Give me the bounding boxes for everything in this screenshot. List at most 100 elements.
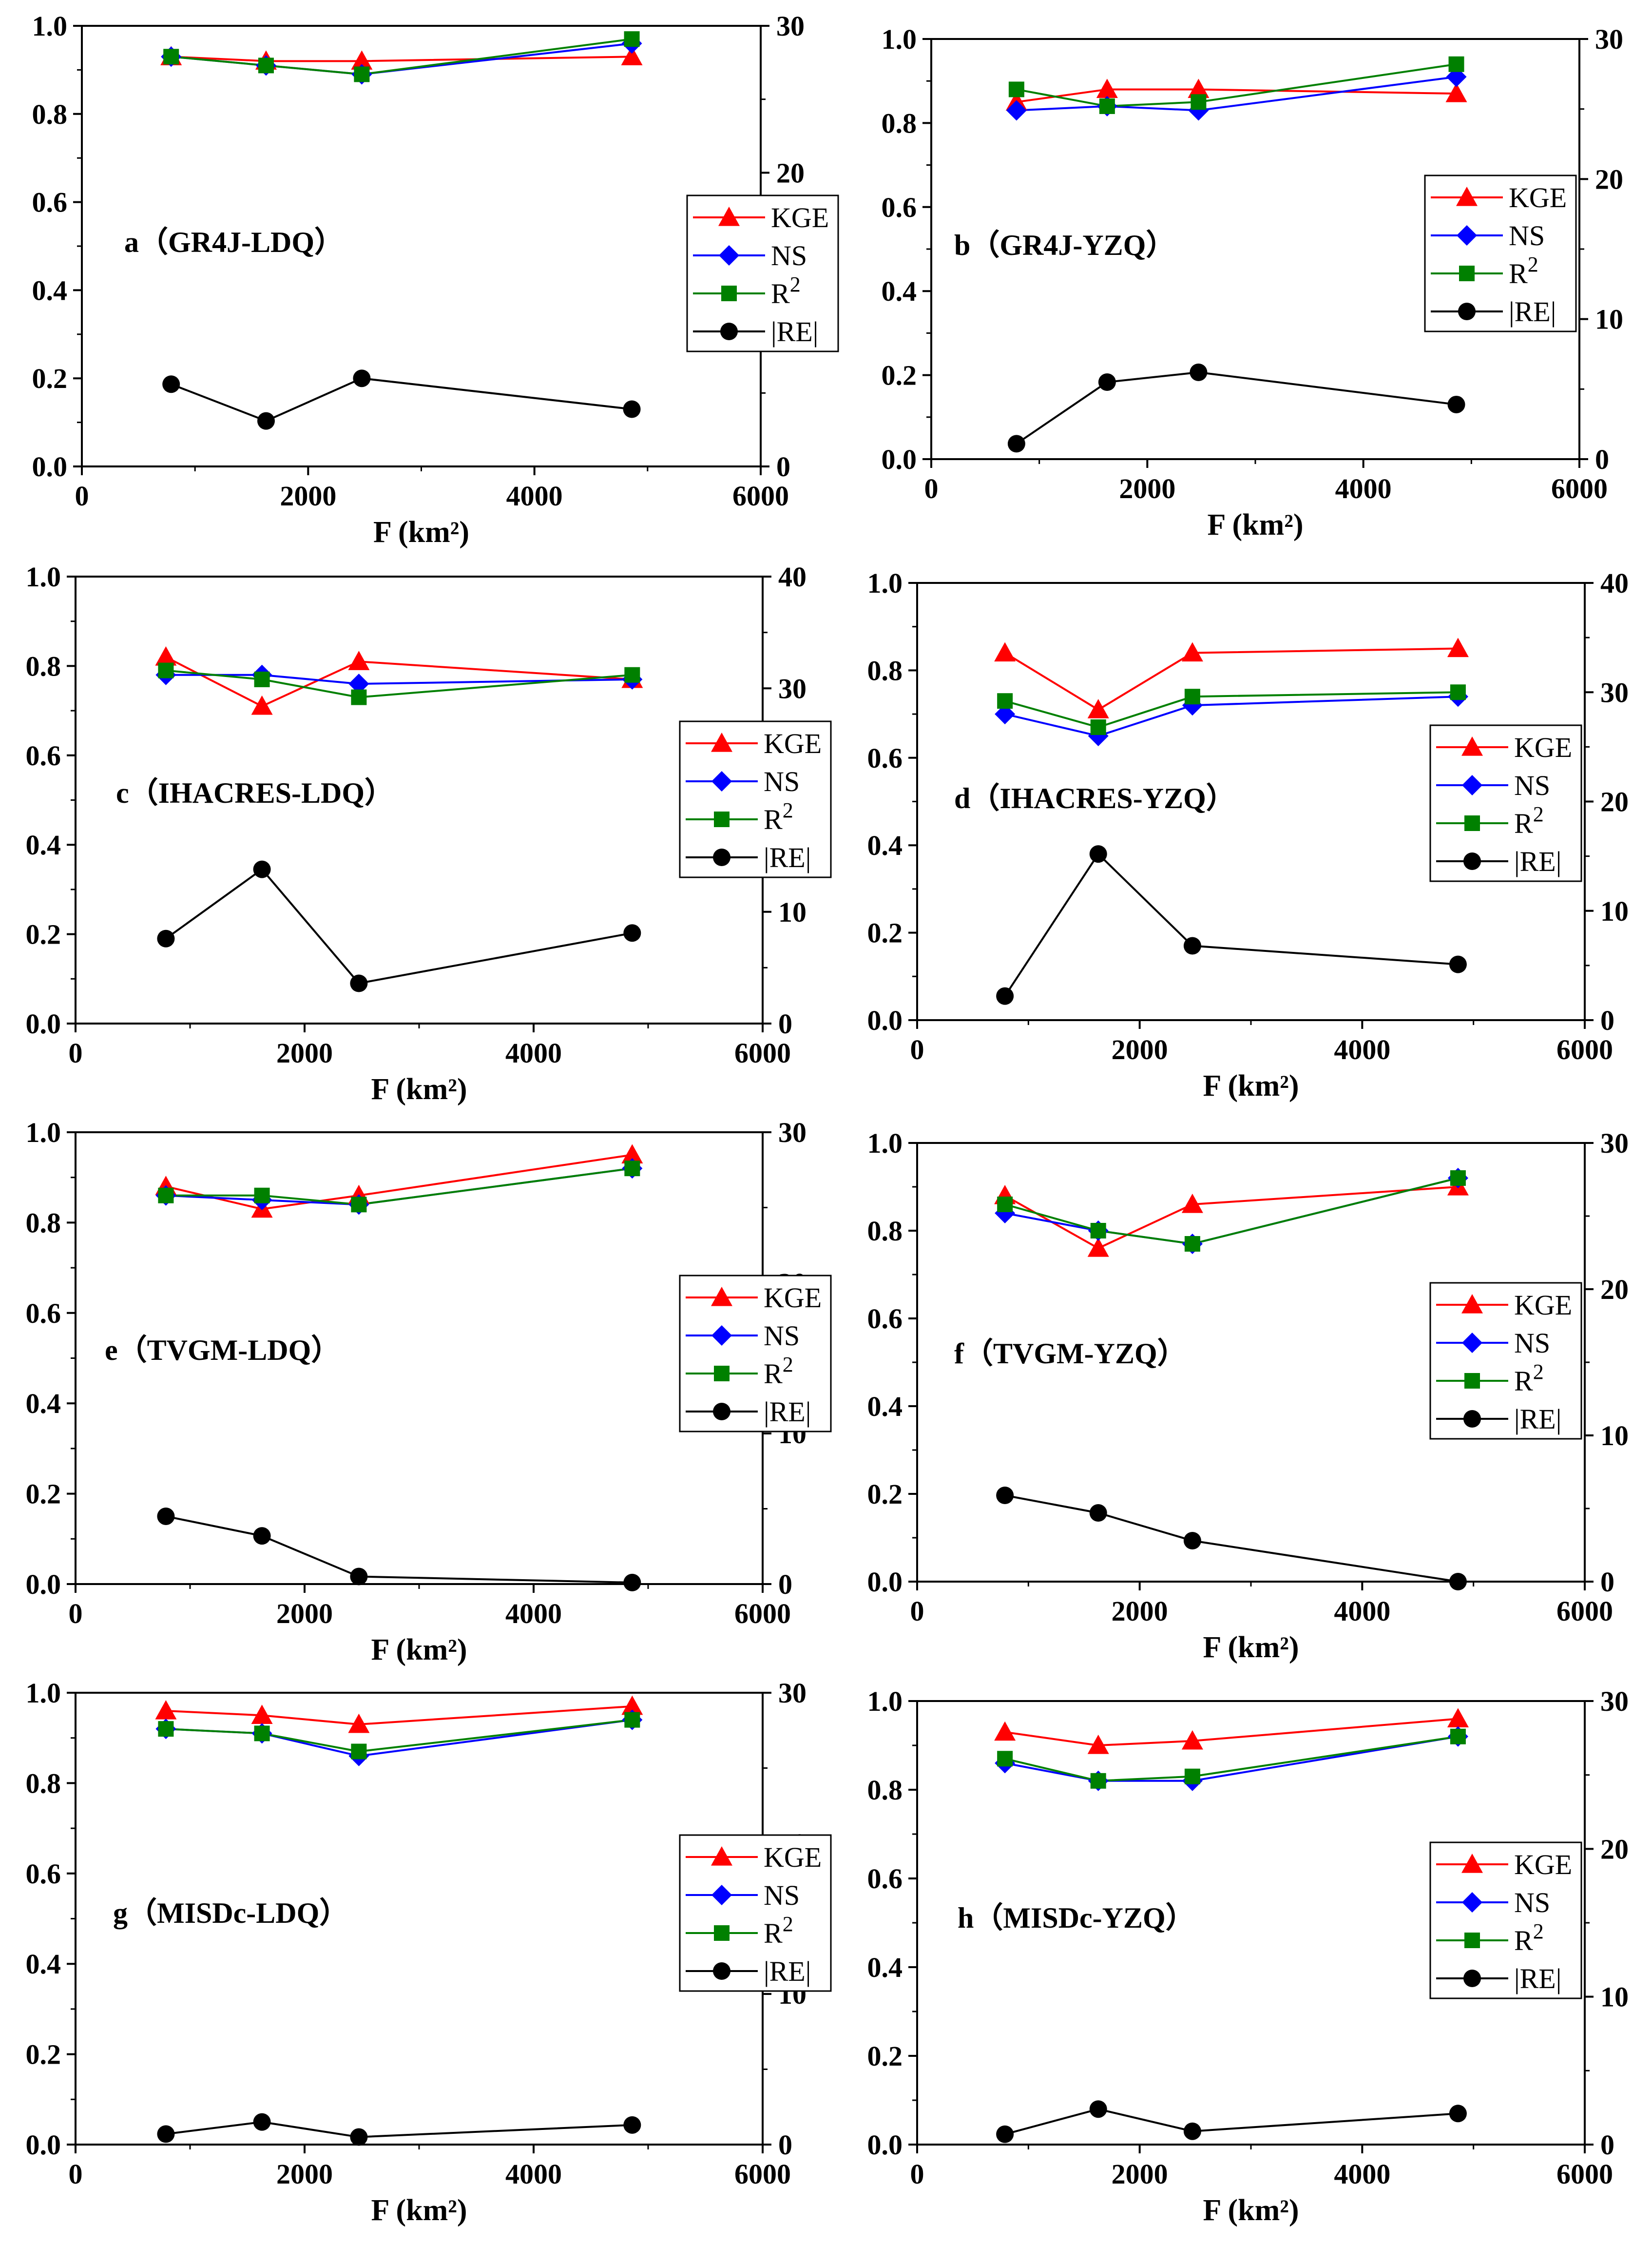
legend-label: KGE: [1514, 1289, 1572, 1321]
data-point-r2: [158, 662, 174, 678]
series-line-r2: [1004, 1177, 1459, 1245]
data-point-r2: [624, 1712, 640, 1728]
data-point-re: [1449, 955, 1467, 973]
y-left-tick-label: 0.4: [26, 829, 61, 861]
x-tick-label: 2000: [1112, 2158, 1168, 2190]
y-left-tick-label: 1.0: [882, 23, 917, 55]
y-right-tick-label: 0: [1600, 2129, 1614, 2161]
y-left-tick-label: 0.2: [32, 363, 68, 394]
legend-marker: [713, 849, 730, 866]
data-point-re: [1447, 395, 1465, 413]
x-tick-label: 6000: [1556, 1595, 1613, 1627]
series-line-kge: [165, 1154, 633, 1210]
data-point-re: [1449, 2105, 1467, 2123]
series-line-kge: [1016, 88, 1457, 103]
legend-marker: [1464, 1373, 1480, 1389]
legend-label-sup: 2: [790, 272, 801, 296]
data-point-ns: [348, 674, 369, 695]
data-point-r2: [351, 1197, 367, 1213]
data-point-re: [253, 2113, 271, 2131]
data-point-r2: [163, 49, 179, 65]
y-right-tick-label: 30: [1595, 23, 1623, 55]
legend-marker: [711, 1885, 732, 1905]
x-axis-title: F (km²): [1203, 2194, 1299, 2227]
data-point-r2: [997, 693, 1013, 709]
data-point-kge: [994, 642, 1016, 662]
legend-marker: [718, 207, 740, 226]
data-point-kge: [621, 1144, 643, 1163]
legend-marker: [1462, 775, 1482, 795]
data-point-r2: [354, 66, 370, 82]
y-right-tick-label: 20: [1600, 1274, 1629, 1305]
chart-panel-f: 0 2000 4000 6000 0.0 0.2 0.4 0.6 0.8 1.0 0 10 20 30 F …: [867, 1127, 1629, 1664]
legend-box: [686, 194, 839, 352]
series-line-ns: [1004, 696, 1458, 737]
y-right-tick-label: 0: [1595, 444, 1609, 475]
data-point-kge: [1188, 78, 1210, 98]
legend-marker: [1464, 1933, 1480, 1948]
y-left-tick-label: 0.0: [882, 444, 917, 475]
legend-marker: [720, 323, 738, 340]
legend-label: R2: [1509, 252, 1538, 290]
series-line-ns: [1016, 76, 1457, 112]
data-point-r2: [1090, 1223, 1106, 1238]
legend-label: |RE|: [764, 1396, 811, 1428]
data-point-kge: [621, 1695, 643, 1715]
legend-marker: [1461, 1294, 1483, 1314]
legend-label: NS: [764, 1320, 800, 1352]
y-left-tick-label: 1.0: [26, 1117, 61, 1148]
legend-label-base: R: [764, 804, 783, 835]
data-point-kge: [251, 1704, 273, 1724]
x-tick-label: 0: [69, 2158, 83, 2190]
series-line-re: [171, 377, 632, 422]
y-left-tick-label: 0.8: [882, 107, 917, 139]
legend-marker: [1461, 1854, 1483, 1873]
y-left-tick-label: 0.8: [32, 98, 68, 130]
x-axis-title: F (km²): [371, 2194, 467, 2227]
x-tick-label: 0: [75, 480, 89, 512]
legend-marker: [714, 812, 730, 827]
y-right-tick-label: 0: [1600, 1005, 1614, 1036]
data-point-kge: [348, 651, 370, 670]
y-left-tick-label: 0.8: [867, 1215, 903, 1247]
y-left-tick-label: 0.6: [26, 1297, 61, 1329]
x-tick-label: 2000: [280, 480, 336, 512]
series-line-kge: [1004, 1186, 1459, 1250]
data-point-re: [350, 1567, 368, 1586]
legend-marker: [711, 1846, 732, 1866]
data-point-re: [623, 2116, 641, 2134]
data-point-r2: [1184, 689, 1200, 705]
legend-label: KGE: [1509, 182, 1567, 213]
data-point-r2: [997, 1197, 1013, 1212]
data-point-r2: [158, 1187, 174, 1203]
y-right-tick-label: 10: [778, 896, 807, 928]
data-point-kge: [1447, 638, 1469, 658]
y-right-tick-label: 10: [1600, 895, 1629, 927]
data-point-r2: [1448, 56, 1464, 72]
panel-label: h（MISDc-YZQ）: [958, 1901, 1195, 1934]
legend-label: KGE: [1514, 732, 1572, 763]
x-axis-title: F (km²): [1207, 508, 1303, 542]
y-left-tick-label: 0.6: [882, 192, 917, 223]
y-right-tick-label: 30: [778, 1117, 807, 1148]
x-tick-label: 4000: [505, 2158, 562, 2190]
legend-marker: [1463, 1970, 1481, 1987]
legend-box: [1429, 1282, 1582, 1440]
x-tick-label: 6000: [734, 2158, 791, 2190]
series-line-kge: [1004, 647, 1458, 711]
data-point-r2: [254, 671, 270, 687]
legend-label-base: R: [1514, 1365, 1533, 1397]
data-point-re: [350, 974, 368, 992]
y-right-tick-label: 10: [1595, 304, 1623, 335]
y-left-tick-label: 0.6: [32, 187, 68, 218]
legend-marker: [1463, 1410, 1481, 1428]
chart-panel-g: 02000400060000.00.20.40.60.81.00102030F …: [26, 1677, 832, 2227]
x-tick-label: 2000: [1119, 473, 1175, 504]
legend-label: NS: [1514, 1327, 1550, 1359]
data-point-r2: [1184, 1768, 1200, 1784]
